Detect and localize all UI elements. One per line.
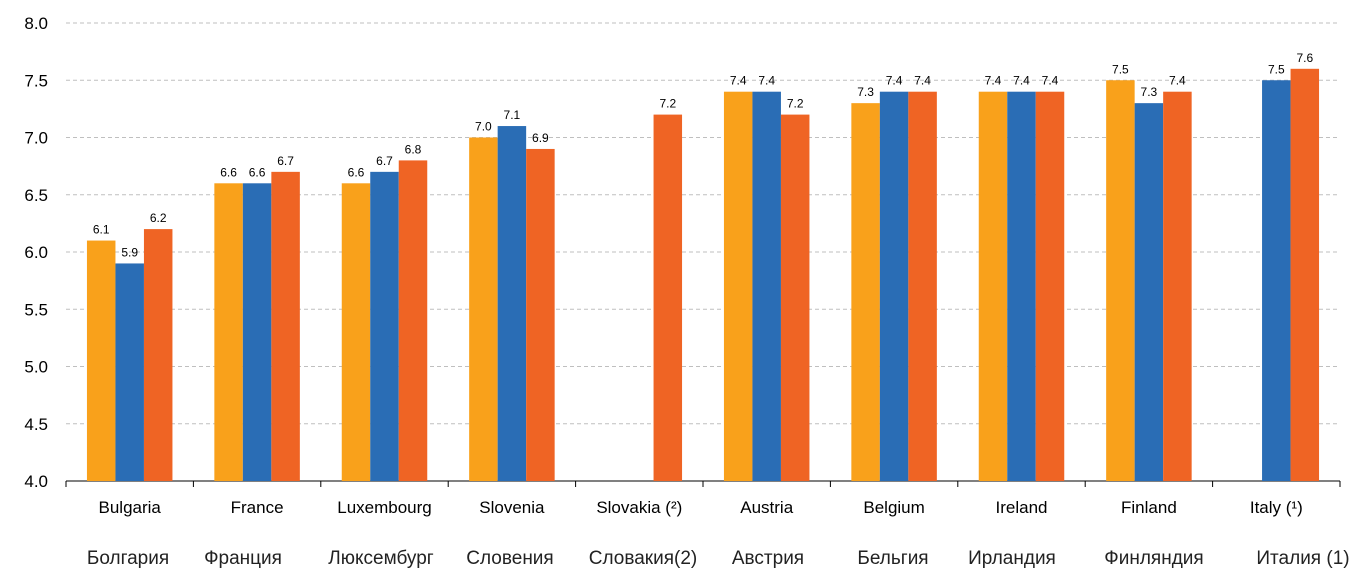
bar — [723, 91, 753, 481]
bar — [526, 148, 555, 481]
bar-value-label: 7.3 — [857, 85, 874, 99]
bar-value-label: 6.6 — [348, 165, 365, 179]
bar — [115, 263, 144, 481]
x-category-label: Slovakia (²) — [596, 498, 682, 517]
x-category-label: Finland — [1121, 498, 1177, 517]
y-tick-label: 5.0 — [24, 358, 48, 377]
bar — [653, 114, 683, 481]
x-category-label: Bulgaria — [99, 498, 162, 517]
bar — [1035, 91, 1065, 481]
x-category-label: Ireland — [996, 498, 1048, 517]
x-category-label-ru: Словения — [466, 548, 553, 569]
bar — [398, 160, 428, 481]
bar — [341, 183, 371, 482]
y-tick-label: 6.5 — [24, 186, 48, 205]
bar-value-label: 7.0 — [475, 120, 492, 134]
x-category-label-ru: Бельгия — [857, 548, 928, 569]
bar — [851, 103, 880, 482]
bar-value-label: 7.4 — [985, 74, 1002, 88]
bar-value-label: 7.2 — [787, 97, 804, 111]
bar — [271, 171, 300, 481]
bar-value-label: 7.4 — [1013, 74, 1030, 88]
bar-value-label: 7.1 — [504, 108, 521, 122]
bar — [497, 126, 527, 482]
bar-value-label: 7.4 — [1042, 74, 1059, 88]
bar-value-label: 7.6 — [1296, 51, 1313, 65]
bar — [978, 91, 1008, 481]
x-category-label: Luxembourg — [337, 498, 432, 517]
bar-value-label: 7.4 — [914, 74, 931, 88]
x-category-label: Austria — [740, 498, 793, 517]
bar — [143, 229, 173, 481]
bar-value-label: 7.5 — [1112, 62, 1129, 76]
bar — [908, 91, 937, 481]
bar — [780, 114, 810, 481]
y-tick-label: 6.0 — [24, 243, 48, 262]
bar-value-label: 7.5 — [1268, 62, 1285, 76]
bar-value-label: 6.6 — [220, 165, 237, 179]
x-category-label-ru: Франция — [204, 548, 282, 569]
bar — [1290, 68, 1320, 482]
bar-value-label: 6.1 — [93, 223, 110, 237]
bar — [1007, 91, 1036, 481]
bars — [86, 68, 1320, 482]
bar-value-label: 5.9 — [121, 245, 138, 259]
bar-value-label: 6.7 — [277, 154, 294, 168]
bar-value-label: 7.3 — [1141, 85, 1158, 99]
bar-value-label: 7.2 — [659, 97, 676, 111]
bar-value-label: 7.4 — [1169, 74, 1186, 88]
bar-value-label: 6.6 — [249, 165, 266, 179]
x-category-label: France — [231, 498, 284, 517]
bar — [370, 171, 399, 481]
x-category-label-ru: Словакия(2) — [589, 548, 697, 569]
bar — [214, 183, 243, 482]
bar — [1106, 80, 1135, 481]
bar-value-label: 7.4 — [886, 74, 903, 88]
bar-value-label: 6.2 — [150, 211, 167, 225]
bar-value-label: 7.4 — [730, 74, 747, 88]
bar — [1262, 80, 1291, 481]
x-category-label-ru: Австрия — [732, 548, 804, 569]
bar-value-label: 6.7 — [376, 154, 393, 168]
bar — [752, 91, 781, 481]
y-tick-label: 4.0 — [24, 472, 48, 491]
data-labels: 6.1 6.6 6.6 7.0 7.4 7.3 7.4 7.5 5.9 6.6 6.7 7.1 7.4 7… — [93, 51, 1314, 260]
bar — [1134, 103, 1164, 482]
x-category-label: Slovenia — [479, 498, 545, 517]
axes: 4.0 4.5 5.0 5.5 6.0 6.5 7.0 7.5 8.0 Bulgaria Franc… — [24, 14, 1349, 569]
bar-value-label: 6.9 — [532, 131, 549, 145]
x-category-label-ru: Ирландия — [968, 548, 1056, 569]
bar-value-label: 7.4 — [758, 74, 775, 88]
x-category-label: Belgium — [863, 498, 924, 517]
x-category-label-ru: Финляндия — [1104, 548, 1203, 569]
x-category-label-ru: Болгария — [87, 548, 169, 569]
x-category-label: Italy (¹) — [1250, 498, 1303, 517]
y-tick-label: 7.0 — [24, 129, 48, 148]
y-tick-label: 8.0 — [24, 14, 48, 33]
y-tick-label: 4.5 — [24, 415, 48, 434]
bar-value-label: 6.8 — [405, 142, 422, 156]
y-tick-label: 7.5 — [24, 71, 48, 90]
bar — [86, 240, 116, 481]
x-category-label-ru: Италия (1) — [1256, 548, 1349, 569]
bar — [469, 137, 498, 481]
y-tick-label: 5.5 — [24, 300, 48, 319]
bar — [879, 91, 909, 481]
bar — [1163, 91, 1192, 481]
bar — [242, 183, 272, 482]
x-category-label-ru: Люксембург — [328, 548, 433, 569]
